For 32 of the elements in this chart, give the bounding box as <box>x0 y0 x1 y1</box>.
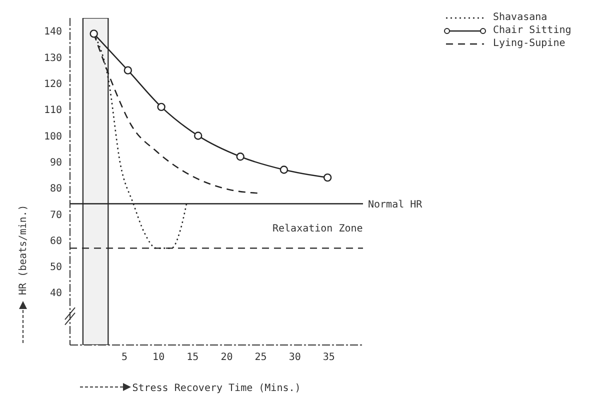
x-axis-title: Stress Recovery Time (Mins.) <box>132 383 301 394</box>
x-tick-label: 10 <box>152 352 165 364</box>
x-tick-label: 25 <box>254 352 267 364</box>
ref-line-label: Normal HR <box>368 199 424 210</box>
y-tick-label: 80 <box>50 184 62 195</box>
point <box>90 30 98 38</box>
y-tick-label: 90 <box>50 157 62 168</box>
point <box>194 132 202 140</box>
y-tick-label: 70 <box>50 210 62 221</box>
y-tick-label: 140 <box>44 26 62 38</box>
y-tick-label: 60 <box>50 236 62 247</box>
y-tick-label: 40 <box>50 288 62 300</box>
x-tick-label: 35 <box>322 352 335 364</box>
point <box>280 166 288 174</box>
legend-label: Chair Sitting <box>493 25 572 36</box>
y-tick-label: 50 <box>50 262 62 274</box>
point <box>124 66 132 74</box>
point <box>236 152 244 161</box>
legend-label: Shavasana <box>493 12 548 23</box>
x-tick-label: 30 <box>288 352 301 364</box>
y-tick-label: 130 <box>44 52 62 64</box>
y-tick-label: 120 <box>44 78 62 90</box>
annotation: Relaxation Zone <box>272 223 363 234</box>
legend-label: Lying-Supine <box>493 38 566 49</box>
x-tick-label: 15 <box>186 352 199 364</box>
x-tick-label: 20 <box>220 352 233 364</box>
y-axis-title: HR (beats/min.) <box>18 204 29 295</box>
x-tick-label: 5 <box>121 352 128 364</box>
point <box>323 173 332 182</box>
point <box>157 102 166 112</box>
y-tick-label: 110 <box>44 105 62 116</box>
y-tick-label: 100 <box>44 131 62 142</box>
